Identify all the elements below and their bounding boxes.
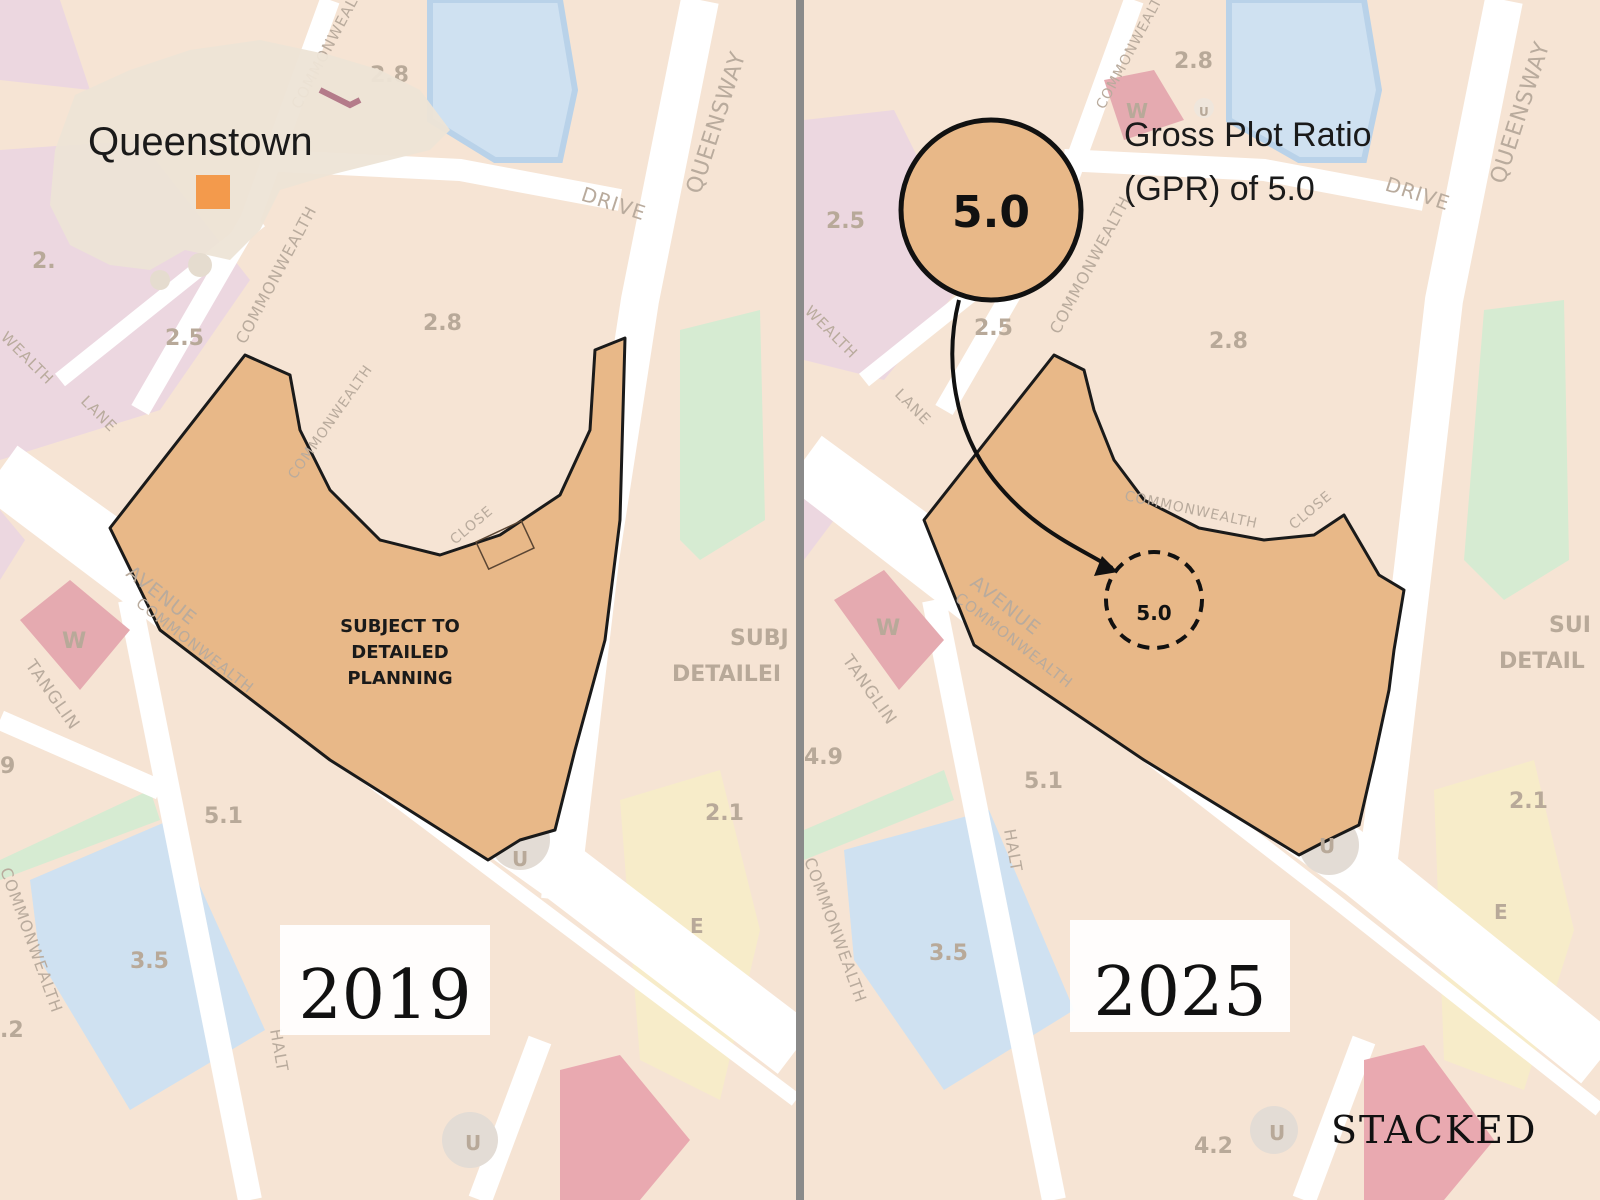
- zone-code: W: [62, 629, 86, 654]
- water-body: [1226, 0, 1383, 163]
- plot-ratio-label: 2.8: [1174, 49, 1213, 74]
- site-label-line1: SUBJECT TO: [340, 616, 460, 637]
- road-tanglin-halt: [922, 597, 1066, 1200]
- plot-ratio-label: 2.: [32, 249, 56, 274]
- annotation-arrow: [950, 299, 1114, 570]
- utility-zone: [1250, 1106, 1298, 1154]
- zone-code: U: [1199, 105, 1209, 119]
- zone-code: U: [512, 847, 528, 871]
- brand-watermark: STACKED: [1331, 1108, 1537, 1152]
- plot-ratio-label: 3.5: [929, 941, 968, 966]
- zone-partial-label: DETAILEI: [672, 662, 781, 687]
- plot-ratio-label: .2: [0, 1018, 24, 1043]
- gpr-callout-line2: (GPR) of 5.0: [1124, 170, 1315, 208]
- year-label-bg: [1070, 920, 1290, 1032]
- zone-partial-label: SUBJ: [730, 626, 789, 651]
- zone-code: U: [1269, 1121, 1285, 1145]
- gpr-callout-circle: [898, 117, 1084, 303]
- zone-code: U: [465, 1131, 481, 1155]
- subject-site-2025: [922, 353, 1406, 857]
- site-gpr-marker: [1104, 550, 1204, 650]
- map-panel-2025: 5.0 2.8 2.5 2.5 2.8 4.9 5.1 3.5 2.1 4.2 …: [804, 0, 1600, 1200]
- park-zone: [680, 310, 765, 560]
- worship-zone: [1104, 70, 1184, 140]
- plot-ratio-label: 2.5: [974, 316, 1013, 341]
- worship-zone: [20, 580, 130, 690]
- gpr-callout-value: 5.0: [952, 187, 1030, 238]
- plot-ratio-label: 4.2: [1194, 1134, 1233, 1159]
- subject-site-2019: [108, 336, 627, 862]
- road-tanglin-halt: [118, 597, 262, 1200]
- plot-ratio-label: 2.8: [423, 311, 462, 336]
- plot-ratio-label: 9: [0, 754, 15, 779]
- site-label-line2: DETAILED: [351, 642, 448, 663]
- panel-divider: [796, 0, 804, 1200]
- road-minor: [0, 710, 165, 800]
- plot-ratio-label: 2.5: [826, 209, 865, 234]
- map-panel-2019: SUBJECT TO DETAILED PLANNING 2.8 2.5 2.8…: [0, 0, 796, 1200]
- zone-code: E: [1494, 900, 1508, 924]
- inset-title: Queenstown: [88, 120, 313, 164]
- plot-ratio-label: 2.1: [705, 801, 744, 826]
- site-label-line3: PLANNING: [347, 668, 452, 689]
- site-structure: [475, 519, 535, 571]
- park-zone: [0, 790, 160, 880]
- utility-zone: [1194, 98, 1214, 118]
- zone-code: E: [690, 914, 704, 938]
- commercial-zone: [1364, 1045, 1494, 1200]
- plot-ratio-label: 3.5: [130, 949, 169, 974]
- utility-zone: [442, 1112, 498, 1168]
- plot-ratio-label: 4.9: [804, 745, 843, 770]
- plot-ratio-label: 5.1: [1024, 769, 1063, 794]
- worship-zone: [834, 570, 944, 690]
- institution-zone: [0, 510, 25, 580]
- plot-ratio-label: 2.8: [1209, 329, 1248, 354]
- institution-zone: [804, 490, 834, 560]
- zone-partial-label: SUI: [1549, 613, 1591, 638]
- arrow-head-icon: [1094, 556, 1118, 576]
- plot-ratio-label: 5.1: [204, 804, 243, 829]
- queenstown-marker: [196, 175, 230, 209]
- year-label-bg: [280, 925, 490, 1035]
- map-2019: SUBJECT TO DETAILED PLANNING 2.8 2.5 2.8…: [0, 0, 796, 1200]
- plot-ratio-label: 2.1: [1509, 789, 1548, 814]
- zone-code: W: [1126, 99, 1148, 123]
- zone-code: W: [876, 616, 900, 641]
- singapore-island-shape: [50, 40, 450, 270]
- commercial-zone: [560, 1055, 690, 1200]
- year-label-2025: 2025: [1093, 953, 1266, 1032]
- park-zone: [1464, 300, 1569, 600]
- road-drive: [1063, 149, 1427, 211]
- gpr-callout-line1: Gross Plot Ratio: [1124, 116, 1372, 154]
- plot-ratio-label: 2.5: [165, 326, 204, 351]
- island-shape: [188, 253, 212, 277]
- site-gpr-value: 5.0: [1136, 601, 1171, 625]
- zone-code: U: [1319, 834, 1335, 858]
- institution-zone: [0, 0, 90, 90]
- year-label-2019: 2019: [298, 956, 471, 1035]
- zone-partial-label: DETAIL: [1499, 649, 1585, 674]
- island-shape: [150, 270, 170, 290]
- park-zone: [804, 770, 954, 860]
- road-minor: [1292, 1035, 1376, 1200]
- map-2025: 5.0 2.8 2.5 2.5 2.8 4.9 5.1 3.5 2.1 4.2 …: [804, 0, 1600, 1200]
- institution-zone: [804, 110, 974, 380]
- road-minor: [468, 1035, 552, 1200]
- inset-river: [318, 87, 362, 109]
- road-queensway: [1355, 0, 1523, 903]
- singapore-inset: Queenstown: [50, 40, 450, 290]
